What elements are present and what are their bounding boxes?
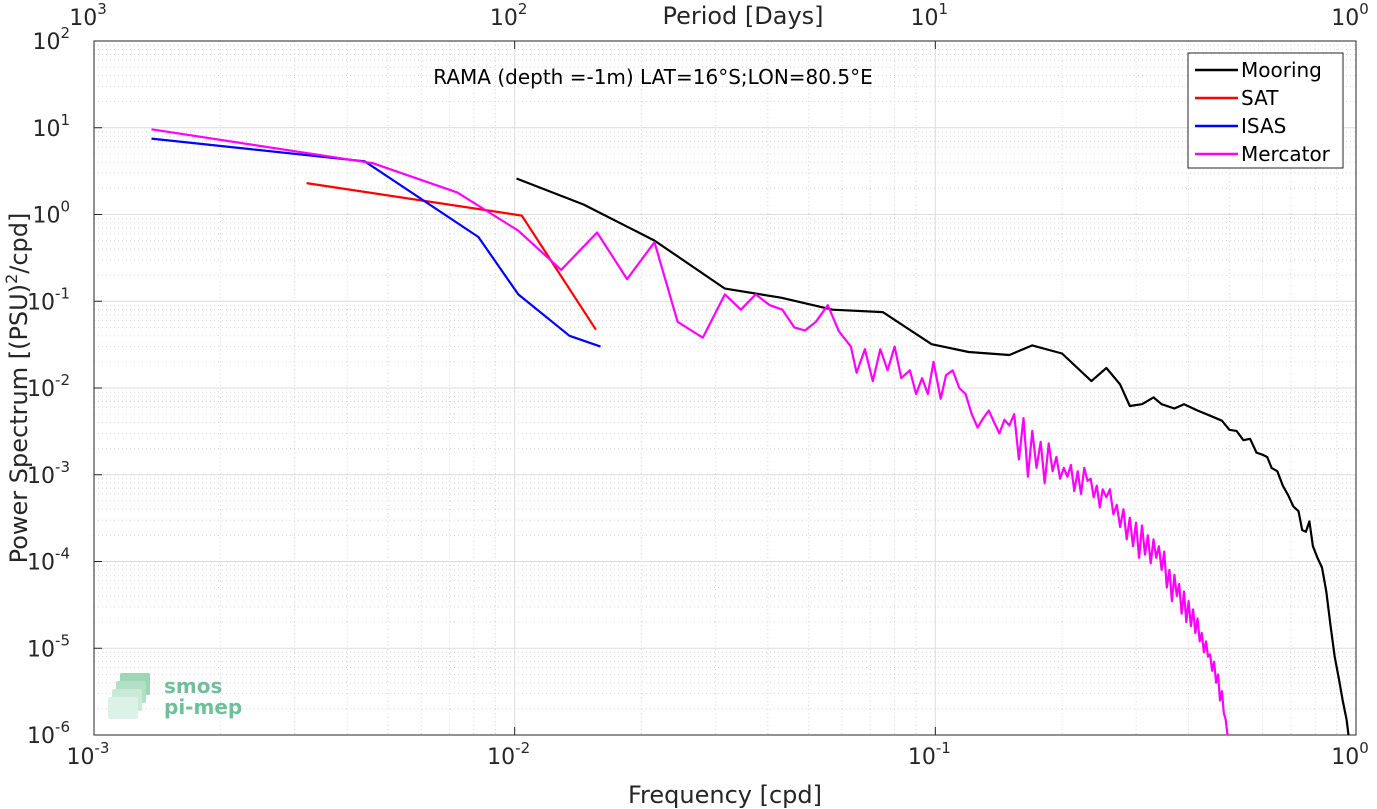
- series: [151, 128, 1350, 736]
- x-tick-label: 10-1: [908, 739, 951, 770]
- y-tick-label: 10-3: [27, 458, 70, 489]
- series-line-mooring: [516, 177, 1350, 736]
- chart-title: RAMA (depth =-1m) LAT=16°S;LON=80.5°E: [433, 65, 872, 89]
- legend-label-mooring: Mooring: [1241, 58, 1322, 82]
- x-tick-label: 100: [1331, 739, 1369, 770]
- legend-label-sat: SAT: [1241, 86, 1279, 110]
- legend-label-mercator: Mercator: [1241, 142, 1331, 166]
- y-tick-label: 10-2: [27, 371, 70, 402]
- y-tick-label: 100: [32, 198, 70, 229]
- y-axis-label: Power Spectrum [(PSU)2/cpd]: [2, 213, 33, 564]
- y-tick-label: 101: [32, 111, 70, 142]
- top-x-tick-label: 100: [1331, 0, 1369, 31]
- top-x-tick-label: 102: [490, 0, 528, 31]
- top-x-tick-label: 103: [69, 0, 107, 31]
- logo-mark-icon: [108, 673, 150, 719]
- grid: [93, 40, 1357, 736]
- y-axis-label-sup: 2: [2, 274, 21, 284]
- x-axis-label: Frequency [cpd]: [628, 781, 822, 809]
- smos-pi-mep-logo: smos pi-mep: [108, 673, 242, 719]
- y-tick-label: 102: [32, 24, 70, 55]
- y-tick-label: 10-4: [27, 545, 70, 576]
- x-tick-label: 10-3: [67, 739, 110, 770]
- series-line-sat: [306, 182, 597, 331]
- logo-text-line1: smos: [164, 674, 222, 698]
- y-axis-label-tail: /cpd]: [5, 213, 33, 274]
- legend-label-isas: ISAS: [1241, 114, 1286, 138]
- top-x-tick-label: 101: [911, 0, 949, 31]
- legend-box: [1187, 52, 1344, 169]
- logo-text-line2: pi-mep: [164, 695, 242, 719]
- series-line-mercator: [151, 128, 1229, 736]
- x-tick-label: 10-2: [487, 739, 530, 770]
- y-axis-label-main: Power Spectrum [(PSU): [5, 284, 33, 563]
- y-tick-label: 10-6: [27, 718, 70, 749]
- y-tick-label: 10-5: [27, 631, 70, 662]
- top-x-axis-label: Period [Days]: [662, 2, 823, 30]
- legend: Mooring SAT ISAS Mercator: [1187, 52, 1344, 169]
- y-tick-label: 10-1: [27, 284, 70, 315]
